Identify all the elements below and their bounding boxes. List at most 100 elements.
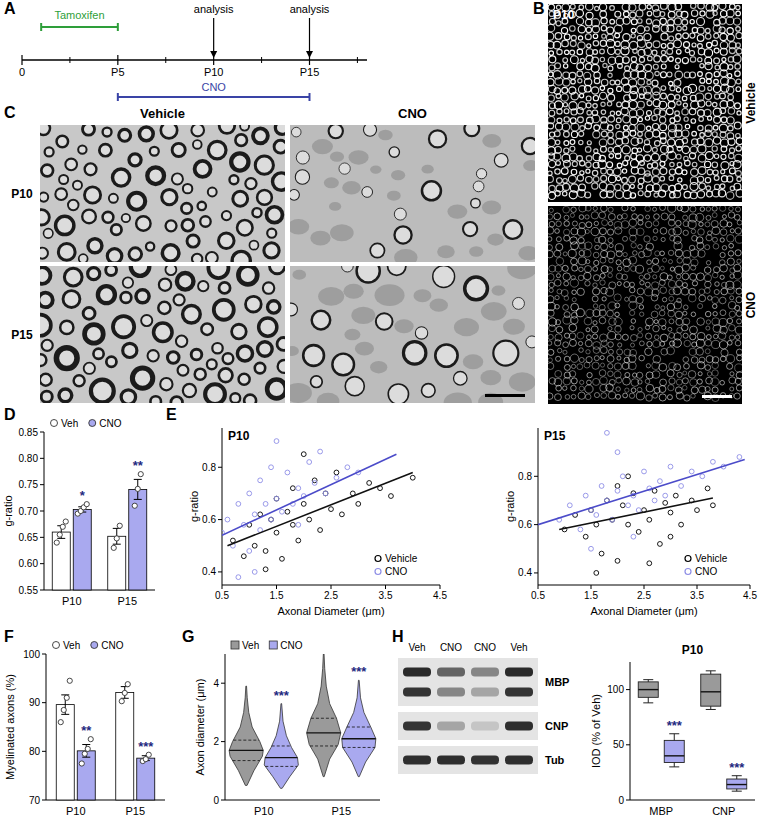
micrograph-texture (662, 258, 666, 262)
micrograph-texture (454, 318, 479, 336)
micrograph-texture (585, 229, 589, 233)
micrograph-texture (662, 326, 666, 330)
micrograph-texture (608, 326, 612, 330)
micrograph-texture (375, 284, 405, 306)
micrograph-texture (728, 74, 732, 78)
micrograph-texture (653, 130, 660, 137)
micrograph-texture (332, 354, 354, 376)
micrograph-texture (689, 348, 696, 355)
panel-letter: G (182, 628, 194, 645)
micrograph-texture (669, 57, 674, 62)
micrograph-texture (595, 245, 600, 250)
micrograph-texture (636, 265, 644, 273)
scatter-point (594, 571, 599, 576)
micrograph-texture (507, 266, 535, 279)
micrograph-texture (720, 252, 725, 257)
micrograph-texture (623, 252, 627, 256)
micrograph-texture (735, 305, 740, 310)
micrograph-texture (578, 117, 584, 123)
error-cap (61, 714, 69, 715)
micrograph-texture (675, 95, 680, 100)
micrograph-texture (555, 140, 559, 144)
micrograph-texture (681, 11, 688, 18)
micrograph-texture (735, 250, 741, 256)
scatter-point (695, 508, 700, 513)
micrograph-texture (387, 191, 401, 201)
micrograph-texture (571, 79, 575, 83)
micrograph-texture (578, 42, 585, 49)
micrograph-texture (698, 44, 703, 49)
micrograph-texture (720, 93, 726, 99)
timeline-tick (21, 55, 22, 65)
y-tick (42, 702, 46, 703)
y-tick (218, 467, 222, 468)
micrograph-texture (330, 152, 344, 162)
micrograph-texture (637, 124, 645, 132)
micrograph-texture (700, 78, 705, 83)
x-tick (697, 585, 698, 589)
scatter-point (615, 484, 620, 489)
micrograph-texture (706, 261, 710, 265)
micrograph-texture (465, 277, 488, 300)
micrograph-texture (685, 48, 689, 52)
micrograph-texture (615, 49, 620, 54)
micrograph-texture (714, 79, 719, 84)
micrograph-texture (513, 297, 525, 309)
micrograph-texture (608, 207, 613, 212)
micrograph-texture (608, 116, 615, 123)
micrograph-texture (706, 215, 711, 220)
micrograph-texture (647, 101, 652, 106)
micrograph-texture (729, 377, 736, 384)
micrograph-texture (84, 187, 100, 203)
micrograph-texture (580, 171, 584, 175)
micrograph-texture (615, 80, 620, 85)
micrograph-texture (569, 333, 576, 340)
micrograph-texture (675, 130, 682, 137)
micrograph-texture (563, 350, 567, 354)
data-point (135, 486, 140, 491)
micrograph-texture (698, 72, 703, 77)
micrograph-texture (704, 109, 711, 116)
plot-area (56, 678, 155, 800)
box (701, 674, 721, 706)
micrograph-texture (570, 41, 576, 47)
panel-letter: F (4, 628, 14, 645)
micrograph-texture (660, 18, 666, 24)
micrograph-texture (699, 117, 704, 122)
micrograph-texture (647, 260, 652, 265)
micrograph-texture (736, 11, 741, 16)
micrograph-texture (643, 249, 651, 257)
micrograph-texture (714, 116, 721, 123)
row-label: P10 (11, 187, 33, 201)
micrograph-texture (244, 395, 256, 403)
micrograph-texture (667, 275, 672, 280)
micrograph-texture (585, 394, 591, 400)
micrograph-texture (640, 312, 644, 316)
y-tick-label: 0.80 (19, 453, 39, 464)
micrograph-texture (705, 245, 710, 250)
micrograph-texture (677, 206, 682, 211)
y-tick-label: 0.85 (19, 427, 39, 438)
micrograph-texture (690, 182, 698, 190)
micrograph-texture (548, 393, 553, 400)
micrograph-texture (735, 171, 741, 177)
micrograph-texture (564, 131, 570, 137)
y-tick (626, 744, 630, 745)
micrograph-texture (65, 159, 77, 171)
micrograph-texture (704, 288, 710, 294)
micrograph-texture (264, 243, 279, 258)
micrograph (40, 125, 285, 262)
micrograph-texture (661, 55, 668, 62)
micrograph-texture (697, 176, 703, 182)
scatter-point (711, 459, 716, 464)
micrograph-texture (240, 125, 249, 131)
micrograph-texture (183, 184, 192, 193)
micrograph-texture (621, 47, 629, 55)
micrograph-texture (682, 170, 687, 175)
micrograph-texture (549, 288, 553, 292)
micrograph-texture (463, 222, 477, 236)
micrograph-texture (342, 266, 354, 272)
micrograph-texture (576, 18, 583, 25)
violin-quartile (233, 740, 259, 741)
micrograph-texture (678, 178, 682, 182)
